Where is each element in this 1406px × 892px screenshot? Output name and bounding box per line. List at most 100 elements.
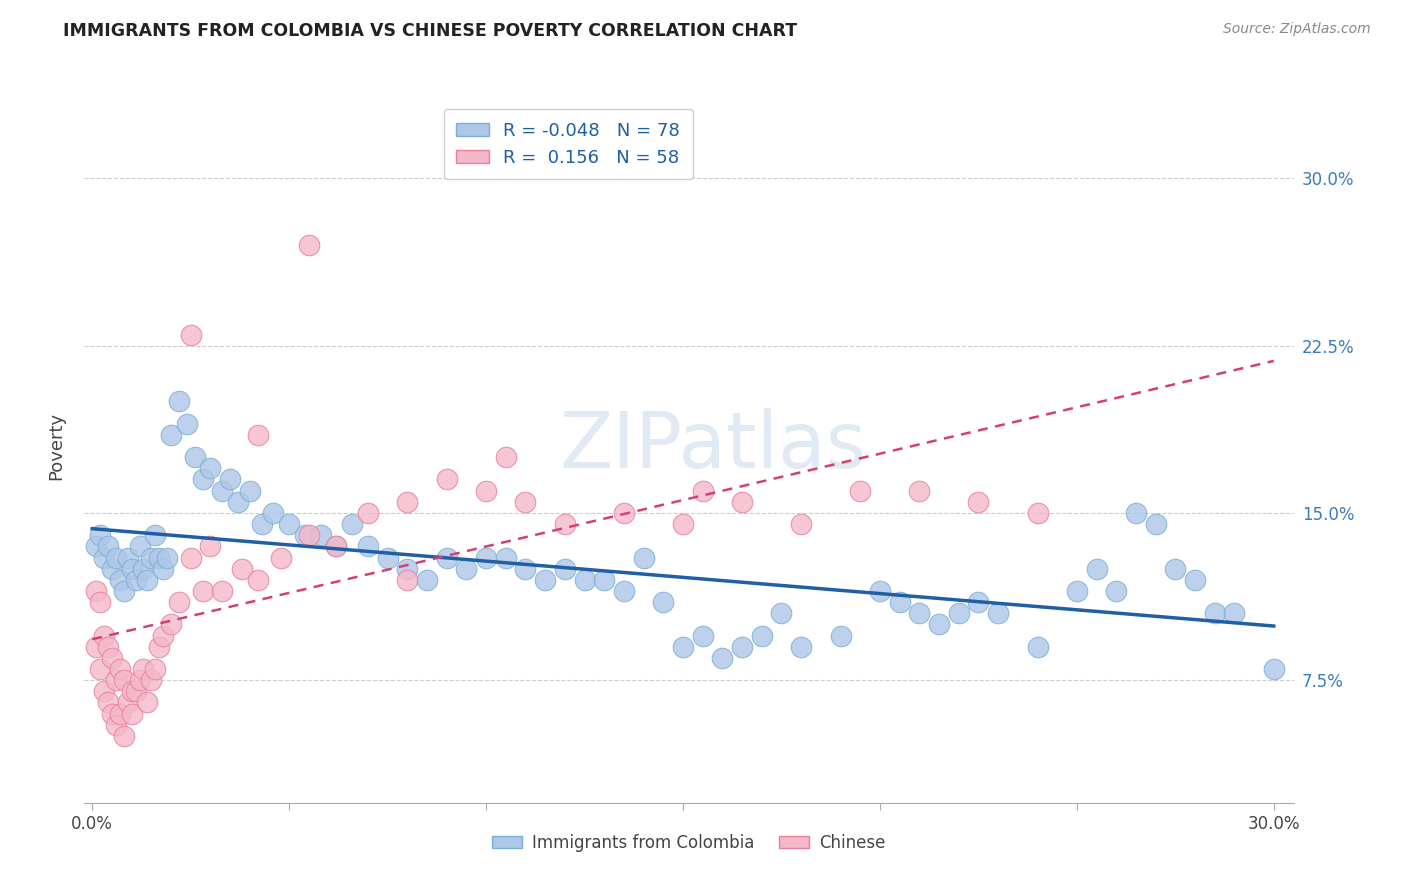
Point [136, 696, 159, 710]
Point [495, 550, 517, 565]
Point [183, 450, 205, 464]
Point [475, 550, 498, 565]
Point [928, 617, 950, 632]
Point [731, 640, 754, 654]
Point [112, 673, 135, 687]
Point [1204, 607, 1226, 621]
Point [554, 517, 576, 532]
Point [672, 640, 695, 654]
Point [396, 573, 419, 587]
Point [948, 607, 970, 621]
Point [515, 494, 537, 508]
Point [396, 562, 419, 576]
Point [1184, 573, 1206, 587]
Point [152, 628, 174, 642]
Point [231, 562, 253, 576]
Point [298, 528, 321, 542]
Point [246, 427, 269, 442]
Point [176, 417, 198, 431]
Point [148, 640, 170, 654]
Point [270, 550, 292, 565]
Point [167, 595, 190, 609]
Point [93, 628, 115, 642]
Point [141, 673, 163, 687]
Point [692, 483, 714, 498]
Point [515, 562, 537, 576]
Point [132, 662, 155, 676]
Point [93, 684, 115, 698]
Point [357, 506, 380, 520]
Legend: Immigrants from Colombia, Chinese: Immigrants from Colombia, Chinese [485, 828, 893, 859]
Point [294, 528, 316, 542]
Point [967, 494, 990, 508]
Y-axis label: Poverty: Poverty [48, 412, 66, 480]
Point [124, 684, 146, 698]
Point [770, 607, 793, 621]
Point [143, 662, 166, 676]
Point [124, 573, 146, 587]
Point [574, 573, 596, 587]
Point [377, 550, 399, 565]
Point [160, 617, 183, 632]
Point [152, 562, 174, 576]
Point [987, 607, 1010, 621]
Point [908, 607, 931, 621]
Point [613, 583, 636, 598]
Point [112, 583, 135, 598]
Point [790, 640, 813, 654]
Point [278, 517, 301, 532]
Point [128, 673, 150, 687]
Point [160, 427, 183, 442]
Point [180, 327, 202, 342]
Point [112, 729, 135, 743]
Point [148, 550, 170, 565]
Point [191, 472, 214, 486]
Point [200, 539, 222, 553]
Point [167, 394, 190, 409]
Point [1263, 662, 1285, 676]
Point [211, 583, 233, 598]
Point [613, 506, 636, 520]
Point [97, 640, 120, 654]
Point [93, 550, 115, 565]
Point [751, 628, 773, 642]
Point [143, 528, 166, 542]
Point [89, 595, 111, 609]
Point [97, 539, 120, 553]
Point [436, 550, 458, 565]
Point [357, 539, 380, 553]
Point [325, 539, 347, 553]
Point [1026, 506, 1049, 520]
Point [191, 583, 214, 598]
Point [121, 706, 143, 721]
Point [672, 517, 695, 532]
Point [219, 472, 242, 486]
Text: ZIPatlas: ZIPatlas [560, 408, 866, 484]
Point [456, 562, 478, 576]
Point [239, 483, 262, 498]
Point [633, 550, 655, 565]
Point [128, 539, 150, 553]
Point [790, 517, 813, 532]
Point [141, 550, 163, 565]
Point [84, 583, 107, 598]
Point [1085, 562, 1108, 576]
Point [226, 494, 249, 508]
Text: Source: ZipAtlas.com: Source: ZipAtlas.com [1223, 22, 1371, 37]
Point [436, 472, 458, 486]
Point [731, 494, 754, 508]
Point [554, 562, 576, 576]
Point [325, 539, 347, 553]
Point [89, 528, 111, 542]
Point [250, 517, 273, 532]
Text: IMMIGRANTS FROM COLOMBIA VS CHINESE POVERTY CORRELATION CHART: IMMIGRANTS FROM COLOMBIA VS CHINESE POVE… [63, 22, 797, 40]
Point [1026, 640, 1049, 654]
Point [84, 640, 107, 654]
Point [869, 583, 891, 598]
Point [849, 483, 872, 498]
Point [908, 483, 931, 498]
Point [298, 238, 321, 252]
Point [121, 684, 143, 698]
Point [692, 628, 714, 642]
Point [84, 539, 107, 553]
